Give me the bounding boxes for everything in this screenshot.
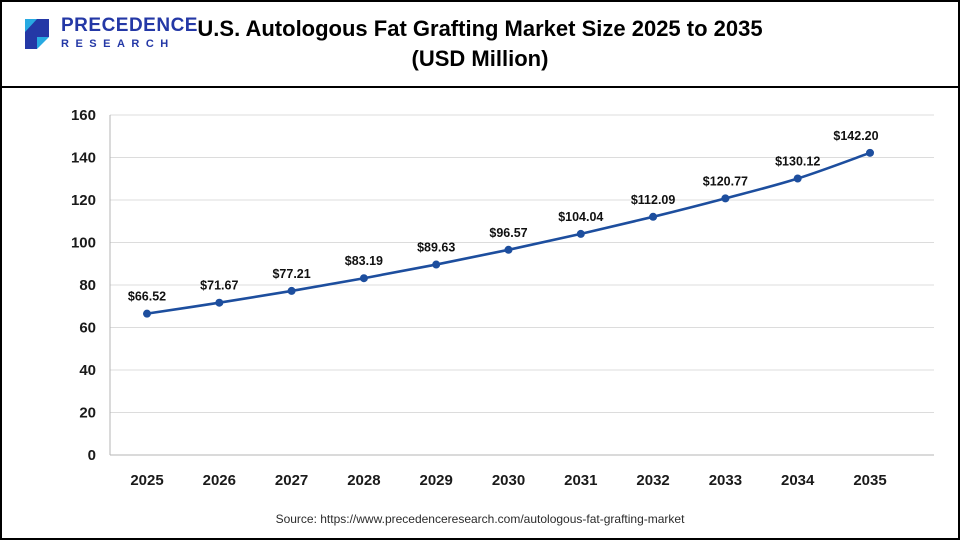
x-tick-label: 2028	[347, 472, 380, 489]
x-tick-label: 2035	[853, 472, 886, 489]
data-point	[359, 274, 368, 283]
data-point	[504, 245, 513, 254]
point-value-label: $112.09	[631, 193, 676, 207]
x-tick-label: 2033	[709, 472, 742, 489]
y-tick-label: 100	[71, 235, 96, 252]
point-value-label: $89.63	[417, 241, 455, 255]
precedence-research-logo: PRECEDENCE RESEARCH	[18, 15, 198, 52]
source-text: Source: https://www.precedenceresearch.c…	[275, 512, 685, 526]
point-value-label: $77.21	[272, 267, 310, 281]
title-line-1: U.S. Autologous Fat Grafting Market Size…	[197, 16, 763, 42]
x-tick-label: 2031	[564, 472, 597, 489]
x-tick-label: 2029	[420, 472, 453, 489]
point-value-label: $66.52	[128, 290, 166, 304]
y-tick-label: 20	[79, 405, 96, 422]
data-point	[432, 260, 441, 269]
data-point	[287, 286, 296, 295]
x-tick-label: 2034	[781, 472, 815, 489]
data-point	[215, 298, 224, 307]
point-value-label: $104.04	[558, 210, 603, 224]
market-size-line-chart: 0 20 40 60 80 100 120 140 160 2025 2026 2027 2028 202…	[71, 107, 934, 489]
x-tick-label: 2026	[203, 472, 236, 489]
y-tick-label: 0	[88, 447, 96, 464]
point-value-label: $96.57	[489, 226, 527, 240]
chart-area: 0 20 40 60 80 100 120 140 160 2025 2026 2027 2028 202…	[2, 88, 958, 512]
data-point	[793, 174, 802, 183]
data-point	[866, 148, 874, 157]
y-tick-label: 120	[71, 192, 96, 209]
point-value-label: $83.19	[345, 254, 383, 268]
point-value-label: $71.67	[200, 279, 238, 293]
page-title: U.S. Autologous Fat Grafting Market Size…	[17, 14, 942, 73]
x-tick-label: 2032	[636, 472, 669, 489]
y-tick-label: 60	[79, 320, 96, 337]
x-tick-label: 2027	[275, 472, 308, 489]
y-tick-label: 140	[71, 150, 96, 167]
point-value-label: $142.20	[833, 129, 878, 143]
data-point	[721, 194, 730, 203]
data-point	[649, 212, 658, 221]
point-value-label: $130.12	[775, 154, 820, 168]
y-tick-label: 160	[71, 107, 96, 124]
precedence-logo-icon	[25, 19, 49, 49]
logo-text: PRECEDENCE RESEARCH	[61, 15, 198, 52]
y-tick-label: 80	[79, 277, 96, 294]
logo-subtitle: RESEARCH	[61, 37, 175, 50]
x-tick-label: 2030	[492, 472, 525, 489]
x-tick-label: 2025	[130, 472, 163, 489]
logo-wordmark: PRECEDENCE	[61, 15, 198, 36]
point-value-label: $120.77	[703, 174, 748, 188]
y-tick-label: 40	[79, 362, 96, 379]
title-line-2: (USD Million)	[411, 46, 549, 71]
header: PRECEDENCE RESEARCH U.S. Autologous Fat …	[2, 2, 958, 88]
data-point	[576, 229, 585, 238]
data-point	[143, 309, 151, 318]
